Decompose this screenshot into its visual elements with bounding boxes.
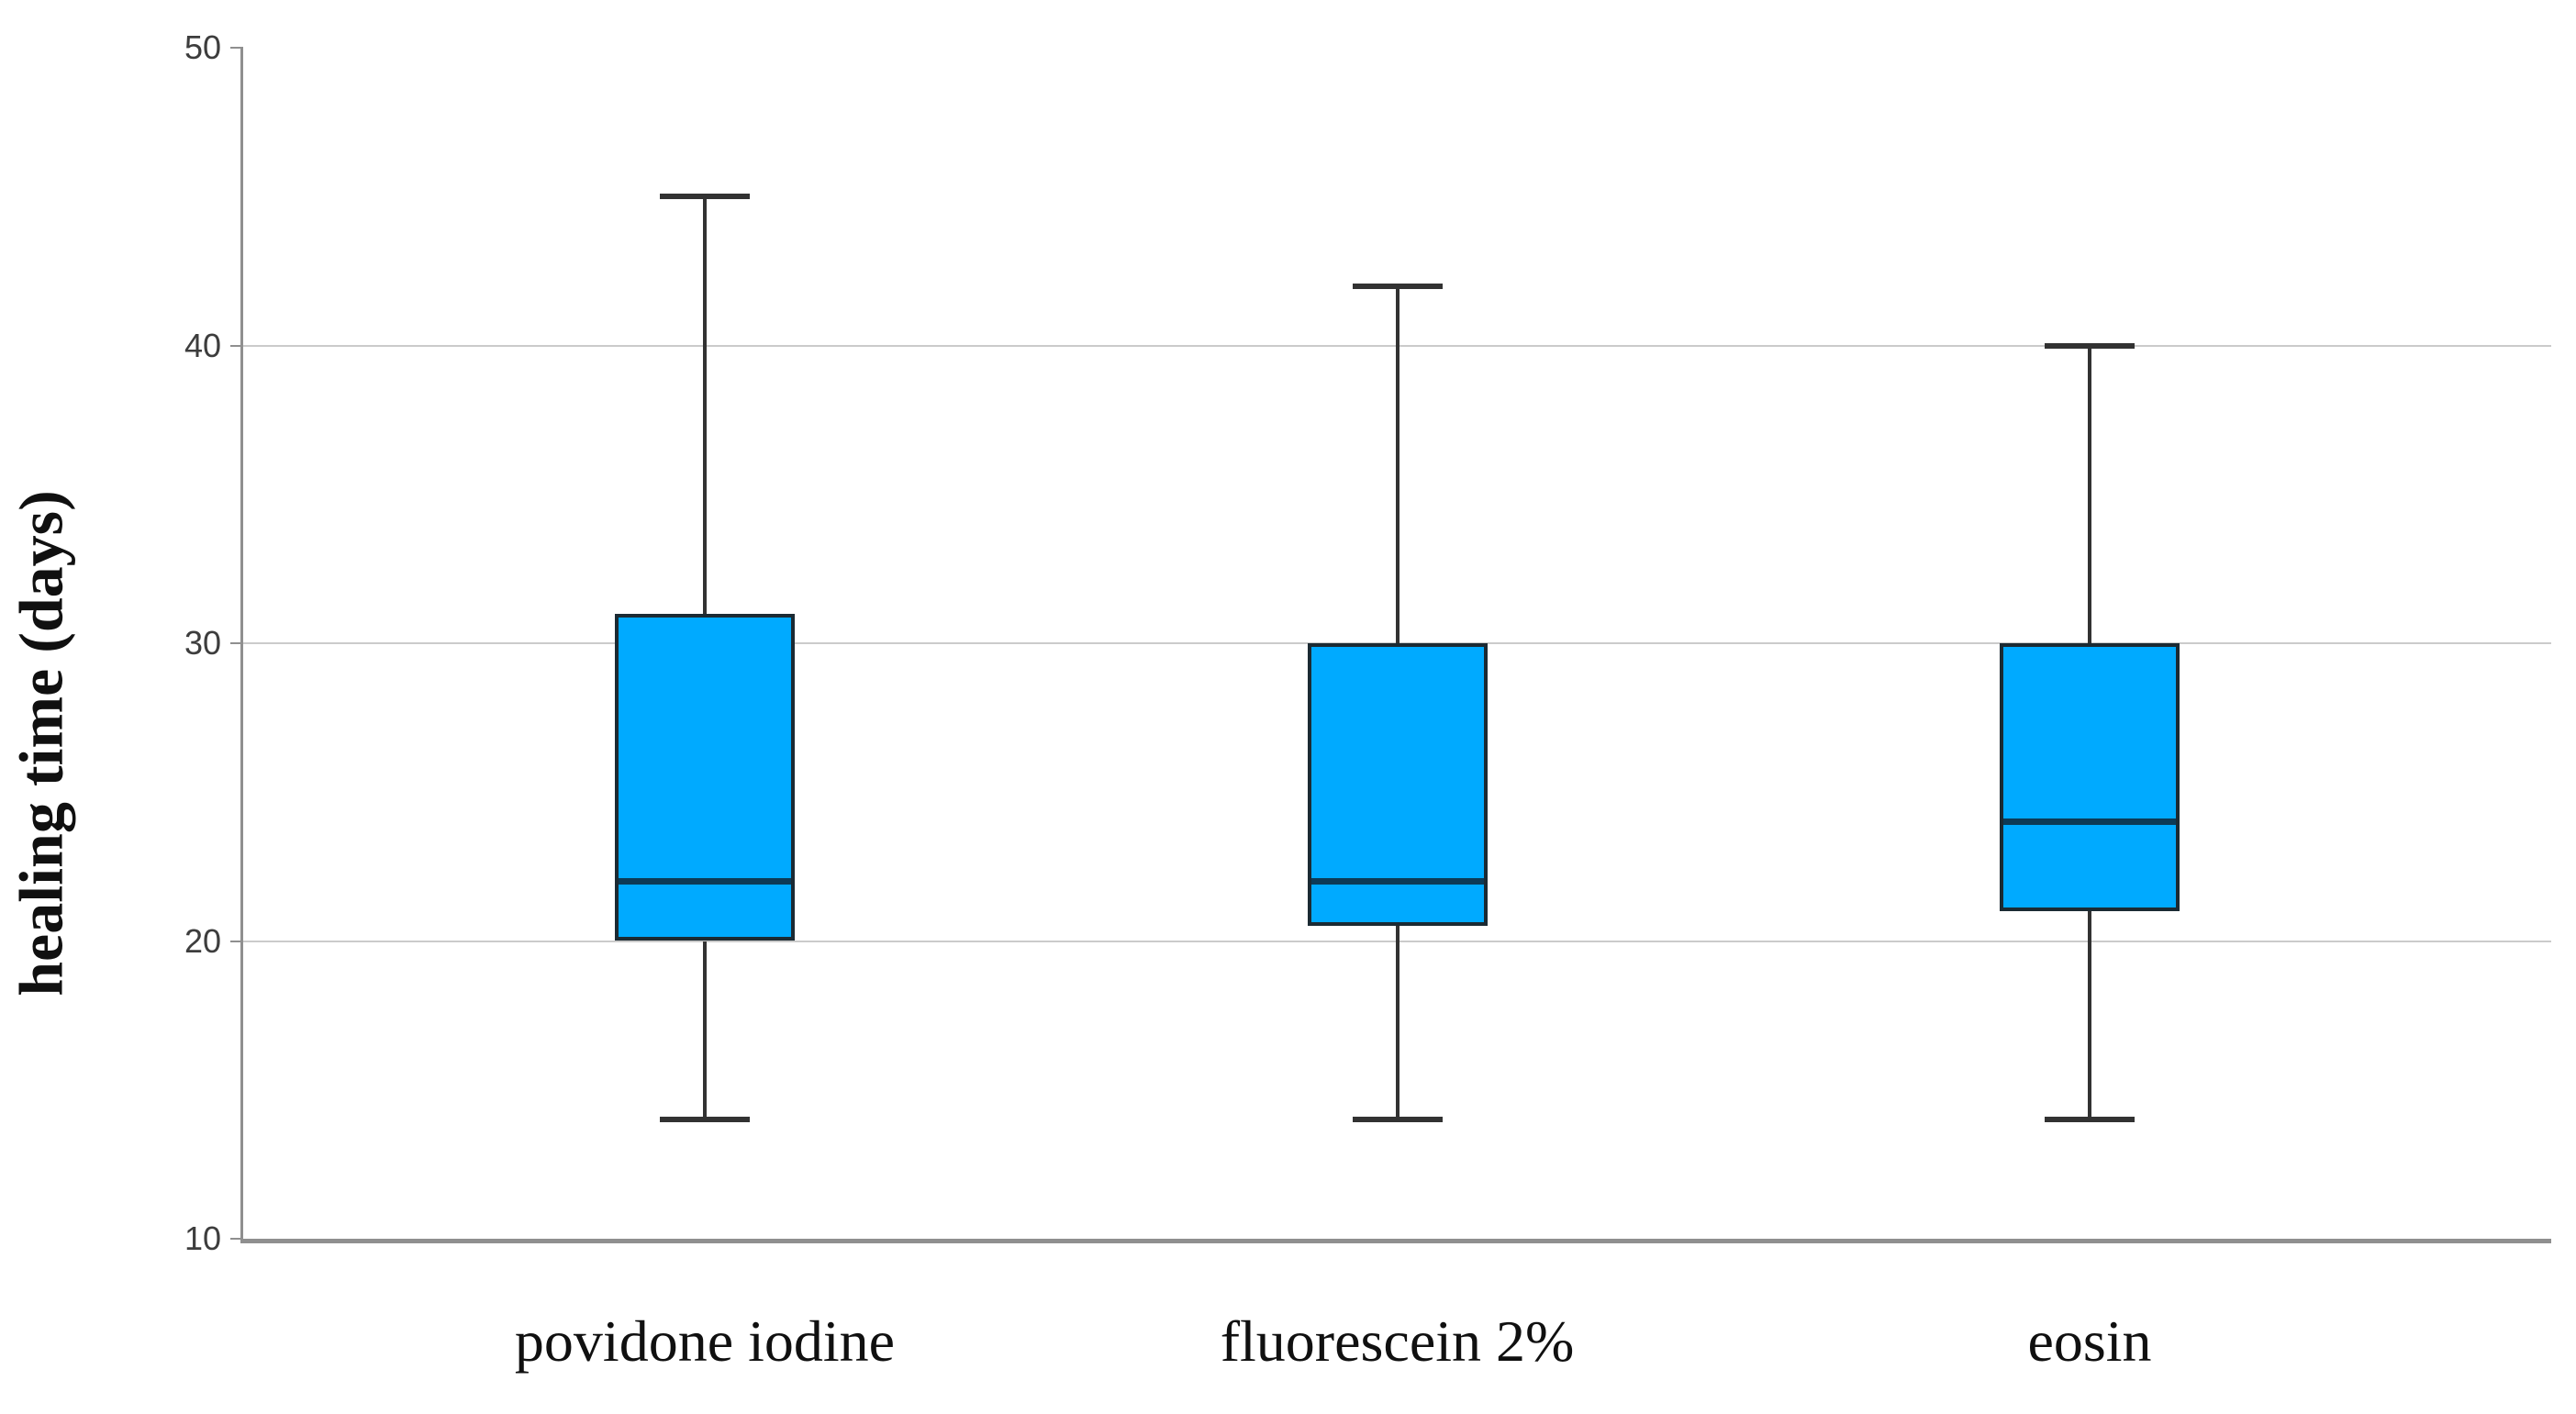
y-tick-label: 40 — [184, 326, 221, 364]
y-tick-label: 10 — [184, 1219, 221, 1257]
upper-whisker — [1395, 285, 1400, 643]
upper-whisker — [703, 196, 707, 614]
x-axis — [240, 1239, 2551, 1243]
min-whisker-cap — [1352, 1117, 1443, 1123]
median-line — [2003, 818, 2176, 826]
median-line — [619, 878, 791, 885]
x-category-label: povidone iodine — [514, 1308, 896, 1374]
median-line — [1310, 878, 1484, 885]
lower-whisker — [703, 941, 707, 1120]
y-tick-mark — [230, 344, 243, 347]
x-category-label: eosin — [2027, 1308, 2152, 1374]
min-whisker-cap — [660, 1117, 750, 1123]
lower-whisker — [2088, 911, 2091, 1120]
gridline — [230, 344, 2551, 347]
y-tick-mark — [230, 642, 243, 644]
y-tick-mark — [230, 940, 243, 942]
lower-whisker — [1395, 926, 1400, 1120]
box — [615, 613, 795, 941]
min-whisker-cap — [2045, 1117, 2135, 1123]
y-tick-label: 30 — [184, 624, 221, 662]
upper-whisker — [2088, 345, 2091, 643]
max-whisker-cap — [1352, 283, 1443, 289]
y-tick-label: 20 — [184, 921, 221, 960]
x-category-label: fluorescein 2% — [1220, 1308, 1575, 1374]
max-whisker-cap — [2045, 342, 2135, 349]
y-tick-label: 50 — [184, 28, 221, 66]
gridline — [230, 940, 2551, 942]
max-whisker-cap — [660, 194, 750, 200]
y-axis — [240, 48, 243, 1239]
box — [2000, 643, 2180, 912]
y-tick-mark — [230, 47, 243, 49]
y-axis-title: healing time (days) — [6, 490, 76, 996]
y-tick-mark — [230, 1238, 243, 1240]
